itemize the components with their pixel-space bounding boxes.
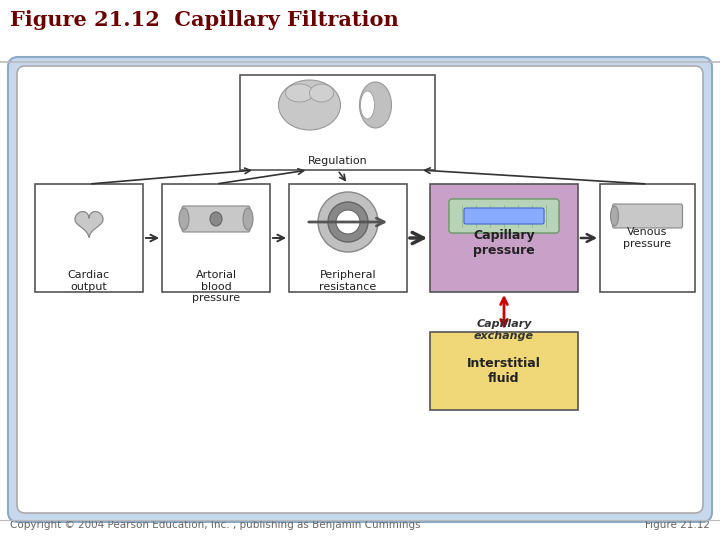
Ellipse shape (611, 206, 618, 226)
Bar (600, 184, 695, 292)
Text: Capillary
pressure: Capillary pressure (473, 229, 535, 257)
Text: Figure 21.12  Capillary Filtration: Figure 21.12 Capillary Filtration (10, 10, 399, 30)
FancyBboxPatch shape (8, 57, 712, 522)
FancyBboxPatch shape (449, 199, 559, 233)
Text: Peripheral
resistance: Peripheral resistance (320, 270, 377, 292)
FancyBboxPatch shape (17, 66, 703, 513)
Bar (289, 184, 407, 292)
Bar (430, 184, 578, 292)
Text: Artorial
blood
pressure: Artorial blood pressure (192, 270, 240, 303)
Circle shape (318, 192, 378, 252)
Bar (35, 184, 143, 292)
Ellipse shape (310, 84, 333, 102)
Ellipse shape (279, 80, 341, 130)
Text: Figure 21.12: Figure 21.12 (645, 520, 710, 530)
Text: Copyright © 2004 Pearson Education, Inc. , publishing as Benjamin Cummings: Copyright © 2004 Pearson Education, Inc.… (10, 520, 420, 530)
FancyBboxPatch shape (613, 204, 683, 228)
Ellipse shape (286, 84, 313, 102)
Bar (162, 184, 270, 292)
Ellipse shape (359, 82, 392, 128)
Ellipse shape (210, 212, 222, 226)
Ellipse shape (361, 91, 374, 119)
Text: Venous
pressure: Venous pressure (624, 227, 672, 249)
Text: Regulation: Regulation (307, 156, 367, 166)
Text: Capillary
exchange: Capillary exchange (474, 319, 534, 341)
FancyBboxPatch shape (464, 208, 544, 224)
Circle shape (336, 210, 360, 234)
FancyBboxPatch shape (182, 206, 250, 232)
Ellipse shape (179, 208, 189, 230)
Bar (240, 75, 435, 170)
Polygon shape (75, 212, 103, 238)
Circle shape (328, 202, 368, 242)
Text: Interstitial
fluid: Interstitial fluid (467, 357, 541, 385)
Text: Cardiac
output: Cardiac output (68, 270, 110, 292)
Bar (430, 332, 578, 410)
Ellipse shape (243, 208, 253, 230)
